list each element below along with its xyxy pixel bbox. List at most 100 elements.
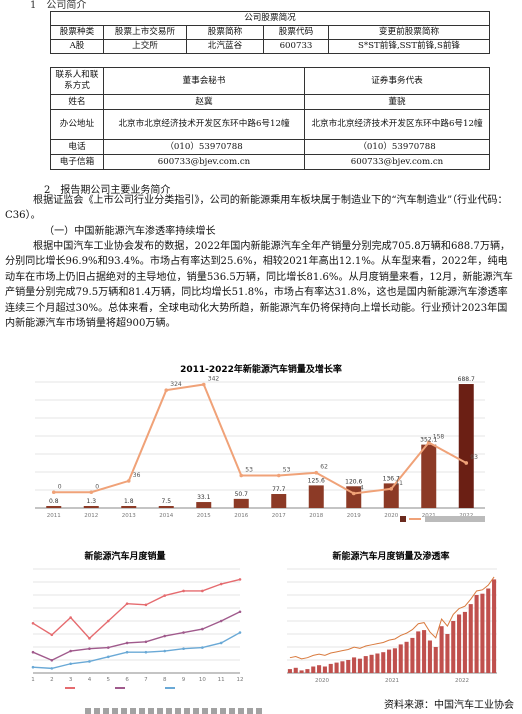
- x-tick-label: 2021: [385, 678, 399, 684]
- series-point: [238, 610, 242, 614]
- series-point: [219, 582, 223, 586]
- series-point: [125, 650, 129, 654]
- series-point: [182, 647, 185, 651]
- growth-value-label: 324: [170, 381, 182, 388]
- growth-value-label: 93: [470, 454, 478, 461]
- series-point: [163, 634, 167, 638]
- bar-value-label: 77.7: [272, 486, 286, 493]
- contact-row-name: 姓名 赵冀 董骁: [50, 94, 490, 110]
- x-tick-label: 7: [144, 677, 148, 683]
- x-tick-label: 2015: [197, 513, 211, 519]
- x-tick-label: 2020: [384, 513, 398, 519]
- bar: [445, 634, 450, 673]
- series-point: [106, 646, 110, 649]
- series-point: [125, 641, 129, 645]
- series-point: [50, 633, 54, 637]
- bar: [474, 595, 479, 673]
- bar: [392, 648, 397, 673]
- bar-value-label: 688.7: [458, 376, 475, 383]
- growth-point: [426, 440, 431, 445]
- x-tick-label: 2022: [455, 678, 469, 684]
- series-point: [88, 647, 91, 651]
- bar: [363, 656, 368, 673]
- contact-row-phone: 电话 （010）53970788 （010）53970788: [50, 139, 490, 155]
- growth-value-label: 0: [58, 483, 62, 490]
- series-point: [238, 631, 242, 634]
- series-point: [106, 655, 110, 659]
- cell: A股: [50, 39, 104, 54]
- series-point: [31, 622, 35, 625]
- bar: [451, 621, 456, 673]
- series-point: [144, 650, 148, 654]
- bar: [458, 384, 474, 508]
- bar: [352, 657, 357, 673]
- penetration-line: [289, 576, 495, 660]
- x-tick-label: 2020: [315, 678, 329, 684]
- stock-profile-table: 公司股票简况 股票种类 股票上市交易所 股票简称 股票代码 变更前股票简称 A股…: [50, 11, 490, 54]
- growth-value-label: 342: [208, 376, 220, 383]
- series-point: [31, 650, 35, 654]
- chart-legend: [400, 516, 485, 522]
- growth-point: [51, 490, 56, 495]
- cell: 北汽蓝谷: [186, 39, 264, 54]
- series-point: [88, 660, 91, 663]
- growth-value-label: -4: [358, 485, 364, 492]
- chart-title: 新能源汽车月度销量: [84, 550, 165, 562]
- growth-point: [351, 491, 356, 496]
- series-point: [219, 619, 223, 623]
- x-tick-label: 1: [31, 677, 35, 683]
- series-line: [32, 611, 241, 662]
- growth-point: [126, 479, 131, 483]
- bar: [457, 614, 462, 673]
- cut-off-text-line: [85, 708, 265, 714]
- bar: [271, 494, 287, 508]
- growth-value-label: 53: [283, 467, 291, 474]
- bar: [492, 579, 497, 673]
- bar: [486, 588, 491, 673]
- series-point: [182, 589, 185, 593]
- bar: [398, 644, 403, 673]
- row-label: 电话: [50, 139, 104, 155]
- bar: [46, 506, 62, 508]
- bar: [422, 630, 427, 673]
- x-tick-label: 2011: [47, 513, 61, 519]
- growth-point: [464, 461, 469, 465]
- industry-paragraph: 根据证监会《上市公司行业分类指引》，公司的新能源乘用车板块属于制造业下的“汽车制…: [5, 195, 508, 222]
- series-point: [50, 667, 54, 670]
- x-tick-label: 2018: [309, 513, 323, 519]
- growth-value-label: 11: [395, 480, 403, 487]
- market-paragraph: 根据中国汽车工业协会发布的数据，2022年国内新能源汽车全年产销量分别完成705…: [5, 241, 513, 330]
- bar: [121, 506, 137, 508]
- series-point: [201, 627, 204, 631]
- series-point: [163, 649, 167, 653]
- secretary-email: 600733@bjev.com.cn: [103, 154, 305, 170]
- secretary-phone: （010）53970788: [103, 139, 305, 155]
- stock-profile-header-row: 股票种类 股票上市交易所 股票简称 股票代码 变更前股票简称: [50, 25, 490, 40]
- bar-value-label: 1.3: [86, 498, 96, 505]
- bar: [381, 652, 386, 673]
- cell: S*ST前锋,SST前锋,S前锋: [328, 39, 490, 54]
- bar: [311, 666, 316, 673]
- x-tick-label: 2014: [159, 513, 173, 519]
- growth-point: [164, 388, 169, 392]
- series-point: [144, 640, 148, 644]
- bar: [299, 670, 304, 673]
- source-note: 资料来源：中国汽车工业协会: [384, 700, 514, 711]
- annual-sales-chart: 2011-2022年新能源汽车销量及增长率 0.8 1.3 1.8 7.5 33.1 50…: [5, 360, 517, 540]
- series-point: [238, 578, 242, 581]
- representative-phone: （010）53970788: [304, 139, 490, 155]
- series-point: [69, 649, 72, 653]
- series-point: [219, 641, 223, 645]
- legend-swatch-bar: [400, 516, 406, 522]
- bar: [233, 498, 249, 508]
- series-line: [32, 631, 241, 670]
- series-point: [144, 603, 148, 607]
- row-label: 姓名: [50, 94, 104, 110]
- bar: [158, 506, 174, 508]
- representative-address: 北京市北京经济技术开发区东环中路6号12幢: [304, 109, 490, 140]
- monthly-bar-chart-svg: 新能源汽车月度销量及渗透率 2020 2021 2022: [287, 550, 497, 684]
- x-tick-label: 2016: [234, 513, 248, 519]
- secretary-address: 北京市北京经济技术开发区东环中路6号12幢: [103, 109, 305, 140]
- series-point: [50, 658, 54, 662]
- growth-value-label: 62: [320, 464, 328, 471]
